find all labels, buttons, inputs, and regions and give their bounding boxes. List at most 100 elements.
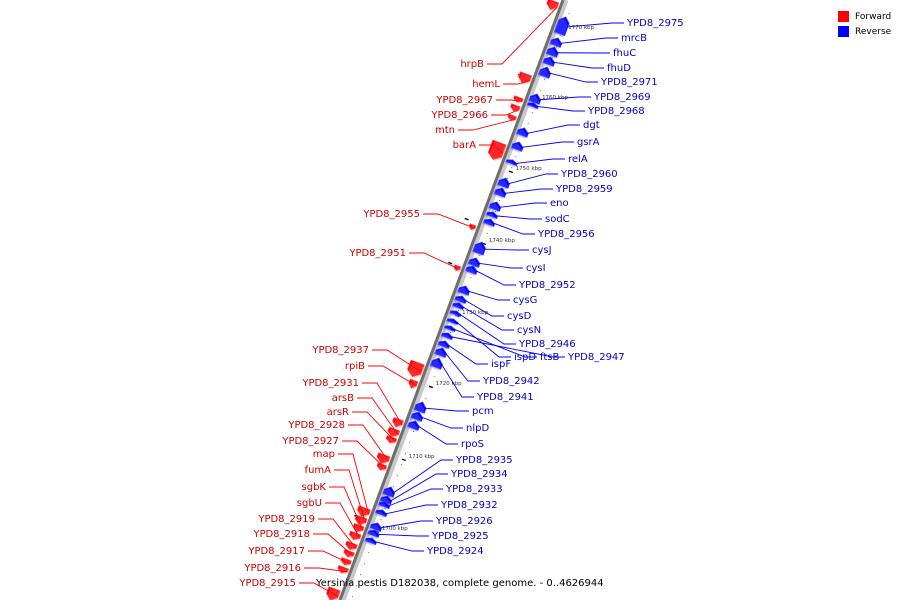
forward-gene-label: YPD8_2931 [301, 378, 359, 389]
reverse-gene-label: cysN [517, 325, 541, 336]
forward-leader [357, 397, 399, 435]
forward-leader [342, 440, 386, 470]
reverse-leader [425, 407, 469, 412]
forward-leader [496, 99, 523, 102]
forward-gene-label: YPD8_2919 [257, 514, 315, 525]
reverse-gene-label: sodC [545, 214, 570, 225]
legend-forward: Forward [838, 9, 891, 24]
reverse-gene-label: YPD8_2933 [445, 484, 503, 495]
forward-gene-label: YPD8_2928 [287, 420, 345, 431]
reverse-leader [441, 363, 474, 398]
forward-leader [352, 411, 396, 443]
reverse-gene-label: YPD8_2934 [450, 469, 508, 480]
gene-shadow [466, 259, 479, 269]
forward-gene-label: YPD8_2966 [430, 110, 488, 121]
reverse-leader [393, 459, 453, 494]
reverse-leader [375, 541, 424, 552]
gene-shadow [433, 349, 446, 359]
forward-leader [372, 349, 422, 373]
reverse-gene [413, 401, 427, 414]
gene-shadow [448, 312, 460, 319]
label-leaders [299, 6, 624, 597]
forward-gene-label: barA [453, 140, 477, 151]
reverse-gene-label: ftsB [540, 352, 559, 363]
forward-gene [507, 113, 517, 121]
scale-tick [508, 170, 513, 174]
forward-gene-label: mtn [435, 125, 455, 136]
reverse-leader [493, 222, 535, 235]
reverse-gene [528, 93, 542, 105]
forward-leader [503, 80, 530, 85]
scale-ticks: 1770 kbp 1760 kbp 1750 kbp 1740 kbp 1730 kbp… [351, 13, 595, 598]
reverse-leader [380, 520, 433, 529]
reverse-leader [459, 314, 516, 345]
forward-swatch [838, 11, 849, 22]
reverse-gene-label: YPD8_2946 [518, 339, 576, 350]
gene-shadow [504, 161, 516, 168]
reverse-leader [390, 473, 448, 502]
scale-label: 1730 kbp [462, 310, 488, 316]
forward-gene-label: YPD8_2918 [252, 529, 310, 540]
forward-gene-label: YPD8_2951 [348, 248, 406, 259]
gene-shadow [394, 418, 405, 429]
forward-leader [325, 502, 361, 539]
reverse-leader [476, 270, 516, 286]
gene-shadow [453, 297, 465, 306]
reverse-leader [445, 352, 480, 382]
gene-shadow [350, 532, 363, 542]
reverse-gene [497, 177, 510, 189]
reverse-gene [549, 37, 563, 48]
forward-leader [334, 469, 366, 523]
gene-shadow [525, 104, 537, 111]
gene-shadow [544, 48, 557, 59]
gene-shadow [358, 507, 372, 518]
forward-leader [329, 486, 364, 531]
reverse-gene [454, 295, 467, 305]
forward-leader [313, 533, 354, 557]
reverse-gene-label: fhuC [613, 48, 636, 59]
gene-shadow [515, 97, 525, 104]
reverse-gene-label: nlpD [466, 423, 489, 434]
reverse-gene-label: dgt [583, 120, 600, 131]
gene-shadow [487, 203, 500, 213]
reverse-leader [527, 124, 580, 134]
forward-gene-label: fumA [305, 465, 332, 476]
reverse-leader [508, 173, 558, 185]
forward-gene [510, 103, 521, 112]
reverse-gene [407, 420, 420, 431]
reverse-leader [516, 158, 565, 164]
gene-shadow [436, 342, 448, 351]
reverse-gene [510, 141, 524, 152]
gene-shadow [489, 141, 508, 161]
forward-gene-label: rpiB [345, 361, 365, 372]
reverse-gene [467, 257, 481, 268]
gene-shadow [363, 539, 375, 547]
reverse-gene-label: cysJ [532, 245, 552, 256]
gene-shadow [445, 320, 457, 327]
reverse-gene-label: relA [568, 154, 588, 165]
legend: Forward Reverse [838, 9, 891, 39]
forward-gene-label: map [313, 449, 335, 460]
reverse-leader [454, 328, 537, 358]
forward-gene [392, 416, 404, 428]
gene-shadow [464, 267, 476, 276]
reverse-leader [549, 72, 598, 83]
forward-gene [387, 426, 401, 438]
gene-shadow [512, 105, 522, 113]
reverse-leader [385, 504, 438, 515]
scale-label: 1750 kbp [516, 166, 542, 172]
reverse-leader [522, 141, 574, 148]
reverse-gene-label: rpoS [461, 439, 484, 450]
gene-shadow [368, 524, 381, 533]
reverse-leader [484, 248, 529, 251]
reverse-leader [418, 425, 458, 445]
reverse-gene [516, 127, 529, 138]
forward-gene [376, 452, 391, 464]
gene-shadow [327, 588, 342, 600]
legend-reverse-label: Reverse [855, 26, 892, 37]
reverse-gene-label: pcm [472, 406, 494, 417]
reverse-gene-label: YPD8_2932 [440, 500, 498, 511]
forward-leader [304, 567, 348, 573]
reverse-leader [465, 299, 504, 317]
